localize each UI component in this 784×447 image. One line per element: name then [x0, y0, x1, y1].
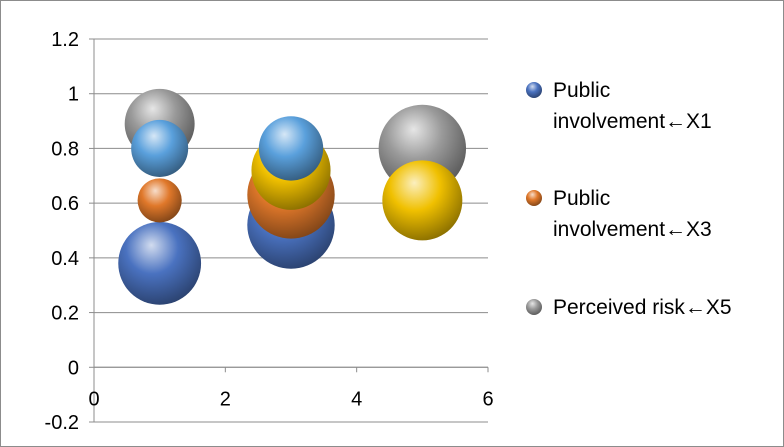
legend-label: Public involvement←X1: [553, 79, 712, 133]
legend-label: Perceived risk←X5: [553, 296, 732, 319]
y-tick-label: 0.8: [51, 138, 79, 160]
bubble: [137, 178, 182, 223]
y-tick-label: 0: [68, 357, 79, 379]
x-tick-label: 6: [482, 388, 493, 410]
y-tick-label: 0.4: [51, 248, 79, 270]
legend-marker: [526, 190, 542, 206]
x-tick-label: 0: [88, 388, 99, 410]
x-tick-label: 4: [351, 388, 362, 410]
y-tick-label: 0.2: [51, 303, 79, 325]
y-tick-label: 1: [68, 84, 79, 106]
x-tick-label: 2: [220, 388, 231, 410]
y-tick-label: 1.2: [51, 29, 79, 51]
y-tick-label: 0.6: [51, 193, 79, 215]
bubble: [382, 160, 463, 241]
bubble: [131, 119, 189, 177]
bubble: [118, 221, 202, 305]
legend-label: Public involvement←X3: [553, 187, 712, 241]
y-tick-label: -0.2: [45, 412, 79, 434]
legend-marker: [526, 299, 542, 315]
bubble: [258, 116, 324, 181]
legend-marker: [526, 82, 542, 98]
